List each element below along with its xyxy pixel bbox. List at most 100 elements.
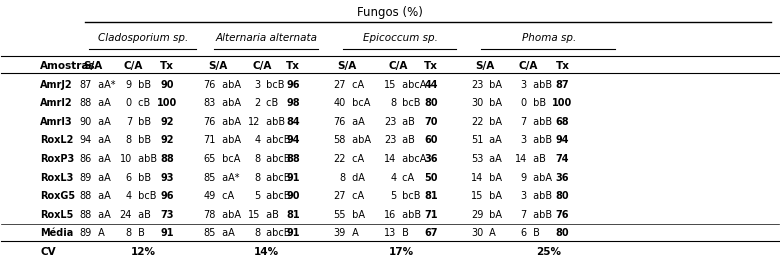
Text: 90: 90 (80, 117, 91, 127)
Text: cA: cA (399, 172, 414, 183)
Text: abB: abB (399, 210, 421, 220)
Text: 14: 14 (515, 154, 527, 164)
Text: 89: 89 (80, 172, 91, 183)
Text: 12: 12 (248, 117, 261, 127)
Text: 87: 87 (80, 80, 91, 90)
Text: 4: 4 (126, 191, 132, 201)
Text: bcB: bcB (264, 80, 285, 90)
Text: 76: 76 (204, 117, 216, 127)
Text: 88: 88 (160, 154, 174, 164)
Text: abB: abB (135, 154, 158, 164)
Text: abB: abB (530, 117, 552, 127)
Text: AmrI2: AmrI2 (41, 98, 73, 108)
Text: dA: dA (349, 172, 365, 183)
Text: RoxL2: RoxL2 (41, 135, 73, 146)
Text: abA: abA (219, 98, 241, 108)
Text: 78: 78 (204, 210, 216, 220)
Text: aB: aB (135, 210, 151, 220)
Text: cA: cA (349, 191, 364, 201)
Text: bB: bB (530, 98, 546, 108)
Text: S/A: S/A (83, 61, 103, 71)
Text: Fungos (%): Fungos (%) (357, 6, 423, 19)
Text: 6: 6 (126, 172, 132, 183)
Text: 9: 9 (126, 80, 132, 90)
Text: aB: aB (264, 210, 279, 220)
Text: 0: 0 (126, 98, 132, 108)
Text: S/A: S/A (207, 61, 227, 71)
Text: 49: 49 (204, 191, 216, 201)
Text: abA: abA (219, 80, 241, 90)
Text: AmrJ2: AmrJ2 (41, 80, 73, 90)
Text: A: A (487, 228, 496, 238)
Text: abB: abB (530, 135, 552, 146)
Text: 14: 14 (471, 172, 484, 183)
Text: 15: 15 (471, 191, 484, 201)
Text: abcB: abcB (264, 135, 291, 146)
Text: 25%: 25% (537, 247, 562, 257)
Text: 22: 22 (333, 154, 346, 164)
Text: 51: 51 (471, 135, 484, 146)
Text: 23: 23 (471, 80, 484, 90)
Text: 8: 8 (126, 135, 132, 146)
Text: 8: 8 (254, 228, 261, 238)
Text: abA: abA (219, 135, 241, 146)
Text: aA: aA (94, 117, 111, 127)
Text: 40: 40 (333, 98, 346, 108)
Text: aA: aA (219, 228, 235, 238)
Text: 23: 23 (384, 135, 396, 146)
Text: bA: bA (487, 210, 502, 220)
Text: abB: abB (264, 117, 285, 127)
Text: Cladosporium sp.: Cladosporium sp. (98, 33, 189, 43)
Text: 8: 8 (254, 154, 261, 164)
Text: bA: bA (487, 80, 502, 90)
Text: 30: 30 (471, 228, 484, 238)
Text: 100: 100 (552, 98, 573, 108)
Text: 88: 88 (80, 98, 91, 108)
Text: aA: aA (94, 98, 111, 108)
Text: aA: aA (94, 172, 111, 183)
Text: aA: aA (349, 117, 364, 127)
Text: 5: 5 (254, 191, 261, 201)
Text: 89: 89 (80, 228, 91, 238)
Text: 30: 30 (471, 98, 484, 108)
Text: 2: 2 (254, 98, 261, 108)
Text: 96: 96 (286, 80, 300, 90)
Text: 91: 91 (160, 228, 174, 238)
Text: 6: 6 (521, 228, 527, 238)
Text: bA: bA (487, 172, 502, 183)
Text: Tx: Tx (285, 61, 300, 71)
Text: bB: bB (135, 172, 151, 183)
Text: bA: bA (487, 98, 502, 108)
Text: 96: 96 (160, 191, 174, 201)
Text: 87: 87 (555, 80, 569, 90)
Text: abcA: abcA (399, 80, 427, 90)
Text: C/A: C/A (519, 61, 538, 71)
Text: 16: 16 (384, 210, 396, 220)
Text: cA: cA (219, 191, 234, 201)
Text: 53: 53 (471, 154, 484, 164)
Text: 8: 8 (390, 98, 396, 108)
Text: 88: 88 (80, 191, 91, 201)
Text: B: B (399, 228, 410, 238)
Text: Alternaria alternata: Alternaria alternata (216, 33, 317, 43)
Text: 98: 98 (286, 98, 300, 108)
Text: 3: 3 (521, 135, 527, 146)
Text: S/A: S/A (338, 61, 357, 71)
Text: 9: 9 (521, 172, 527, 183)
Text: 92: 92 (160, 117, 174, 127)
Text: 3: 3 (254, 80, 261, 90)
Text: Tx: Tx (555, 61, 569, 71)
Text: aA: aA (487, 154, 502, 164)
Text: 14%: 14% (254, 247, 279, 257)
Text: 17%: 17% (388, 247, 413, 257)
Text: RoxP3: RoxP3 (41, 154, 75, 164)
Text: 65: 65 (204, 154, 216, 164)
Text: Amostras: Amostras (41, 61, 96, 71)
Text: cA: cA (349, 154, 364, 164)
Text: C/A: C/A (124, 61, 144, 71)
Text: B: B (530, 228, 540, 238)
Text: aA: aA (94, 191, 111, 201)
Text: C/A: C/A (388, 61, 407, 71)
Text: bcB: bcB (399, 191, 421, 201)
Text: 88: 88 (80, 210, 91, 220)
